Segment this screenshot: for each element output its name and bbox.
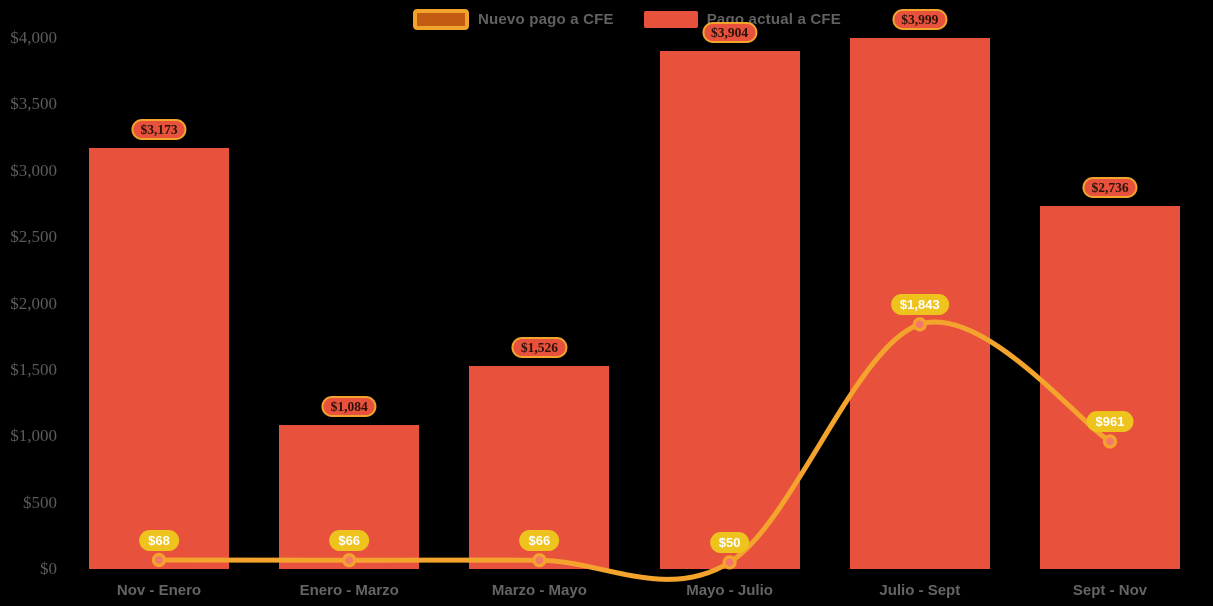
line-point[interactable] bbox=[1102, 434, 1118, 449]
bar-pago-actual[interactable] bbox=[1040, 205, 1180, 569]
bar-value-pill: $1,084 bbox=[321, 396, 377, 418]
y-axis-tick-label: $4,000 bbox=[10, 28, 57, 47]
line-value-pill: $961 bbox=[1086, 411, 1134, 433]
line-point[interactable] bbox=[912, 317, 927, 332]
legend-item-nuevo-pago[interactable]: Nuevo pago a CFE bbox=[413, 9, 614, 30]
x-axis-label: Julio - Sept bbox=[879, 582, 961, 599]
line-value-pill: $68 bbox=[139, 529, 179, 551]
bar-pago-actual[interactable] bbox=[659, 50, 800, 569]
y-axis-tick-label: $2,500 bbox=[10, 227, 57, 247]
y-axis-tick-label: $2,000 bbox=[10, 293, 57, 313]
y-axis-tick-label: $500 bbox=[23, 492, 57, 512]
bar-value-pill: $3,173 bbox=[131, 118, 187, 140]
nuevo-pago-swatch-icon bbox=[413, 9, 469, 30]
x-axis-label: Mayo - Julio bbox=[686, 582, 773, 599]
legend-label-nuevo-pago: Nuevo pago a CFE bbox=[478, 11, 614, 28]
line-value-pill: $50 bbox=[709, 532, 750, 554]
x-axis-label: Enero - Marzo bbox=[299, 582, 399, 599]
y-axis-tick-label: $1,000 bbox=[10, 426, 57, 446]
x-axis-label: Sept - Nov bbox=[1072, 582, 1148, 599]
x-axis-label: Marzo - Mayo bbox=[491, 582, 587, 599]
y-axis-tick-label: $1,500 bbox=[10, 359, 57, 379]
y-axis-tick-label: $3,000 bbox=[10, 160, 57, 180]
nuevo-pago-line bbox=[156, 319, 1113, 582]
bar-value-pill: $3,999 bbox=[892, 9, 948, 31]
line-point[interactable] bbox=[151, 552, 167, 568]
x-axis-label: Nov - Enero bbox=[116, 582, 202, 599]
legend: Nuevo pago a CFE Pago actual a CFE bbox=[413, 9, 841, 30]
line-value-pill: $66 bbox=[519, 530, 560, 552]
bar-value-pill: $1,526 bbox=[511, 337, 567, 359]
bar-value-pill: $3,904 bbox=[702, 21, 758, 43]
bar-pago-actual[interactable] bbox=[89, 147, 229, 569]
line-value-pill: $66 bbox=[329, 530, 370, 552]
bar-value-pill: $2,736 bbox=[1082, 176, 1138, 198]
line-point[interactable] bbox=[532, 553, 547, 568]
y-axis-tick-label: $3,500 bbox=[10, 94, 57, 114]
y-axis-tick-label: $0 bbox=[40, 559, 57, 578]
pago-actual-swatch-icon bbox=[643, 11, 698, 28]
line-value-pill: $1,843 bbox=[890, 294, 949, 316]
line-point[interactable] bbox=[342, 553, 357, 568]
line-point[interactable] bbox=[722, 555, 737, 570]
